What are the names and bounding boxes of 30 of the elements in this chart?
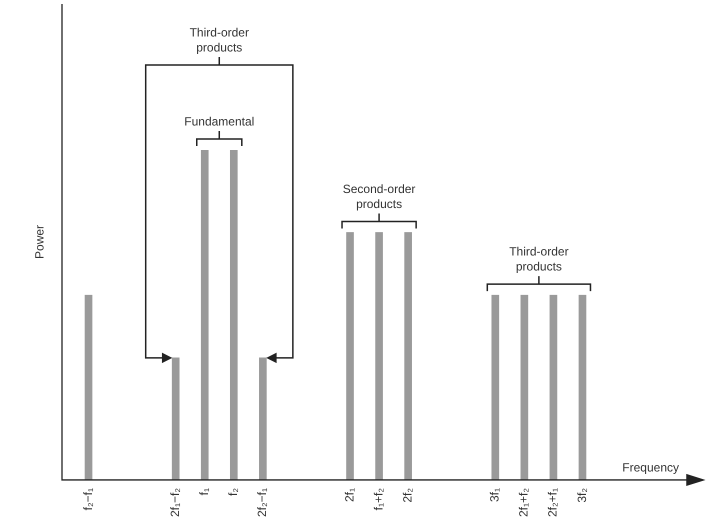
x-tick-label: 2f₁+f₂ bbox=[516, 488, 531, 518]
x-tick-label: 3f₂ bbox=[574, 488, 589, 503]
x-tick-label: 2f₂ bbox=[400, 488, 414, 503]
bar bbox=[346, 232, 354, 480]
x-tick-label: 3f₁ bbox=[488, 488, 502, 502]
bar bbox=[520, 294, 528, 480]
y-axis-title: Power bbox=[32, 224, 46, 259]
text: Fundamental bbox=[184, 114, 254, 128]
bar bbox=[491, 294, 500, 480]
bar bbox=[172, 358, 180, 480]
x-tick-label: 2f₁ bbox=[342, 488, 356, 502]
x-tick-label: 2f₂−f₁ bbox=[255, 488, 270, 518]
bar bbox=[84, 294, 92, 480]
bar bbox=[200, 150, 209, 480]
x-tick-label: f₁+f₂ bbox=[371, 488, 386, 510]
x-axis-title: Frequency bbox=[622, 460, 679, 474]
x-tick-label: 2f₁−f₂ bbox=[168, 488, 182, 518]
bar bbox=[578, 294, 586, 480]
annotation: Second-order products bbox=[342, 182, 416, 211]
bar bbox=[550, 294, 558, 480]
text: Third-order products bbox=[190, 25, 249, 54]
annotation: Third-order products bbox=[509, 244, 569, 274]
bar bbox=[404, 232, 412, 480]
x-tick-label: 2f₂+f₁ bbox=[546, 488, 560, 518]
x-tick-label: f₁ bbox=[197, 488, 212, 496]
bar bbox=[230, 150, 238, 480]
bar bbox=[375, 232, 383, 480]
x-tick-label: f₂−f₁ bbox=[80, 488, 95, 510]
bar bbox=[259, 358, 267, 480]
x-tick-label: f₂ bbox=[226, 488, 240, 496]
